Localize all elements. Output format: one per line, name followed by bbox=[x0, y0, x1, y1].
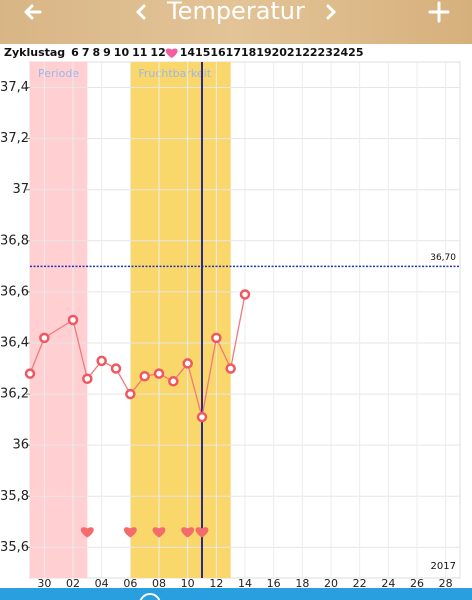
today-heart-icon bbox=[165, 48, 178, 58]
cycle-day: 9 bbox=[103, 46, 111, 59]
home-button[interactable] bbox=[139, 593, 161, 600]
x-tick-label: 22 bbox=[353, 577, 367, 590]
y-tick-label: 36 bbox=[12, 438, 29, 453]
intercourse-heart bbox=[123, 527, 137, 538]
x-tick-label: 24 bbox=[381, 577, 395, 590]
cycle-day: 12 bbox=[150, 46, 165, 59]
x-tick-label: 12 bbox=[209, 577, 223, 590]
cycle-day: 24 bbox=[333, 46, 349, 59]
year-label: 2017 bbox=[431, 561, 456, 572]
intercourse-heart bbox=[181, 527, 195, 538]
band-label: Periode bbox=[38, 67, 79, 80]
cycle-row bbox=[0, 44, 472, 62]
back-button[interactable] bbox=[24, 4, 42, 20]
cycle-day: 16 bbox=[210, 46, 226, 59]
temperature-point bbox=[168, 376, 179, 387]
band bbox=[30, 62, 88, 578]
cycle-day: 10 bbox=[114, 46, 130, 59]
cycle-day: 6 bbox=[71, 46, 79, 59]
temperature-point bbox=[225, 363, 236, 374]
x-tick-label: 26 bbox=[410, 577, 424, 590]
y-tick-label: 36,6 bbox=[0, 284, 29, 299]
temperature-point bbox=[125, 388, 136, 400]
y-tick-label: 37,4 bbox=[0, 80, 29, 95]
cycle-day: 15 bbox=[195, 46, 210, 59]
prev-button[interactable] bbox=[135, 4, 146, 20]
cycle-day: 7 bbox=[82, 46, 90, 59]
cycle-label: Zyklustag bbox=[4, 46, 65, 59]
x-tick-label: 06 bbox=[123, 577, 137, 590]
temperature-point bbox=[239, 289, 251, 300]
temperature-point bbox=[24, 368, 36, 379]
band bbox=[130, 62, 231, 578]
cycle-day: 19 bbox=[256, 46, 271, 59]
x-tick-label: 04 bbox=[95, 577, 109, 590]
band-label: Fruchtbarkeit bbox=[138, 67, 211, 80]
cycle-row-text: Zyklustag 6 7 8 9 10 11 12 141516171819202122232… bbox=[4, 46, 363, 59]
x-tick-label: 30 bbox=[37, 577, 51, 590]
y-tick-label: 35,8 bbox=[0, 489, 29, 504]
x-tick-label: 14 bbox=[238, 577, 252, 590]
temperature-point bbox=[96, 355, 107, 367]
x-tick-label: 20 bbox=[324, 577, 338, 590]
temperature-point bbox=[110, 363, 122, 374]
y-tick-label: 35,6 bbox=[0, 540, 29, 555]
x-tick-label: 16 bbox=[267, 577, 281, 590]
intercourse-heart bbox=[80, 527, 94, 538]
temperature-point bbox=[139, 370, 150, 382]
temperature-point bbox=[67, 314, 79, 326]
add-button[interactable] bbox=[428, 1, 450, 23]
cycle-day: 22 bbox=[302, 46, 317, 59]
intercourse-heart bbox=[195, 527, 209, 538]
header-title: Temperatur bbox=[166, 0, 305, 25]
cycle-day: 17 bbox=[226, 46, 241, 59]
cycle-day: 18 bbox=[241, 46, 256, 59]
y-tick-label: 36,8 bbox=[0, 233, 29, 248]
cycle-day: 25 bbox=[348, 46, 363, 59]
cycle-day: 20 bbox=[272, 46, 288, 59]
temperature-point bbox=[39, 332, 50, 344]
reference-label: 36,70 bbox=[430, 253, 456, 263]
y-tick-label: 37,2 bbox=[0, 131, 29, 146]
y-tick-label: 37 bbox=[12, 182, 29, 197]
cycle-day: 21 bbox=[287, 46, 302, 59]
temperature-point bbox=[153, 368, 165, 379]
temperature-point bbox=[196, 411, 208, 423]
cycle-day: 8 bbox=[92, 46, 100, 59]
y-tick-label: 36,4 bbox=[0, 335, 29, 350]
temperature-point bbox=[211, 332, 222, 344]
bottom-bar bbox=[0, 588, 472, 600]
next-button[interactable] bbox=[326, 4, 337, 20]
cycle-day: 23 bbox=[318, 46, 333, 59]
x-tick-label: 18 bbox=[295, 577, 309, 590]
header-bar bbox=[0, 0, 472, 44]
y-tick-label: 36,2 bbox=[0, 387, 29, 402]
cycle-day: 14 bbox=[180, 46, 196, 59]
x-tick-label: 02 bbox=[66, 577, 80, 590]
x-tick-label: 28 bbox=[439, 577, 453, 590]
temperature-point bbox=[182, 358, 193, 369]
cycle-day: 11 bbox=[132, 46, 147, 59]
x-tick-label: 08 bbox=[152, 577, 166, 590]
temperature-point bbox=[82, 373, 93, 385]
intercourse-heart bbox=[152, 527, 166, 538]
x-tick-label: 10 bbox=[181, 577, 195, 590]
